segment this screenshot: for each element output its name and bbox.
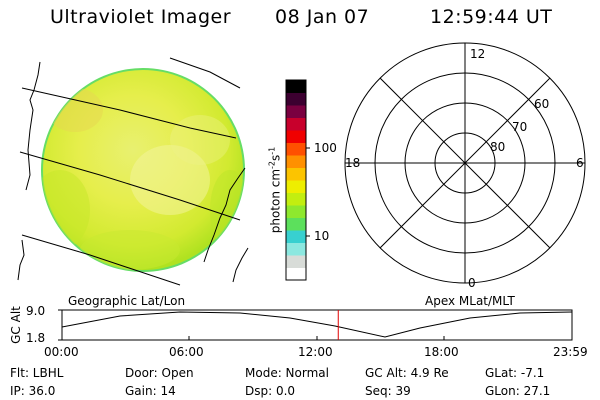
- mlt-label-0: 0: [468, 276, 476, 290]
- mlat-label-70: 70: [512, 120, 528, 134]
- colorbar-units-label: photon cm-2s-1: [267, 146, 283, 234]
- filter-info: Flt: LBHL: [10, 366, 64, 380]
- colorbar-band: [286, 117, 306, 131]
- mlt-label-18: 18: [345, 156, 361, 170]
- dsp-info: Dsp: 0.0: [245, 384, 296, 398]
- coastline: [17, 239, 25, 281]
- altitude-xtick: 06:00: [169, 345, 204, 359]
- seq-info: Seq: 39: [365, 384, 411, 398]
- altitude-xtick: 23:59: [553, 345, 588, 359]
- colorbar-tick-label: 10: [314, 229, 330, 243]
- glon-info: GLon: 27.1: [485, 384, 551, 398]
- door-info: Door: Open: [125, 366, 194, 380]
- colorbar-band: [286, 242, 306, 256]
- colorbar-band: [286, 217, 306, 231]
- altitude-xtick: 00:00: [44, 345, 79, 359]
- latitude-line: [21, 87, 237, 139]
- ip-info: IP: 36.0: [10, 384, 56, 398]
- mlat-label-80: 80: [490, 140, 506, 154]
- colorbar-band: [286, 267, 306, 281]
- mode-info: Mode: Normal: [245, 366, 329, 380]
- colorbar-band: [286, 230, 306, 243]
- coastline: [232, 247, 249, 283]
- colorbar-band: [286, 167, 306, 181]
- coastline: [25, 61, 41, 191]
- colorbar: [286, 80, 306, 281]
- colorbar-band: [286, 180, 306, 193]
- altitude-curve: [61, 311, 573, 338]
- mlt-label-6: 6: [576, 156, 584, 170]
- earth-disk-image: [41, 68, 245, 272]
- gain-info: Gain: 14: [125, 384, 176, 398]
- colorbar-tick-label: 100: [314, 141, 337, 155]
- latitude-line: [169, 57, 241, 89]
- glat-info: GLat: -7.1: [485, 366, 545, 380]
- time-label: 12:59:44 UT: [430, 6, 553, 28]
- coastline: [203, 167, 246, 263]
- mlat-label-60: 60: [534, 97, 550, 111]
- colorbar-band: [286, 105, 306, 118]
- polar-diagonal: [379, 77, 551, 249]
- colorbar-frame: [285, 79, 307, 281]
- colorbar-band: [286, 205, 306, 218]
- colorbar-band: [286, 155, 306, 168]
- colorbar-band: [286, 142, 306, 156]
- mlt-label-12: 12: [470, 47, 486, 61]
- altitude-xtick: 18:00: [424, 345, 459, 359]
- altitude-ylabel: GC Alt: [9, 306, 23, 344]
- latitude-line: [21, 234, 181, 286]
- instrument-title: Ultraviolet Imager: [50, 6, 232, 28]
- colorbar-band: [286, 255, 306, 268]
- colorbar-band: [286, 192, 306, 206]
- colorbar-band: [286, 92, 306, 106]
- altitude-ytick: 1.8: [26, 331, 46, 345]
- colorbar-band: [286, 130, 306, 143]
- colorbar-band: [286, 80, 306, 93]
- date-label: 08 Jan 07: [275, 6, 370, 28]
- gc-alt-info: GC Alt: 4.9 Re: [365, 366, 449, 380]
- altitude-xtick: 12:00: [298, 345, 333, 359]
- geographic-panel-label: Geographic Lat/Lon: [68, 294, 186, 308]
- geographic-grid: [17, 57, 249, 286]
- altitude-ytick: 9.0: [26, 304, 46, 318]
- polar-grid: [344, 42, 586, 284]
- latitude-line: [19, 151, 241, 221]
- apex-panel-label: Apex MLat/MLT: [425, 294, 515, 308]
